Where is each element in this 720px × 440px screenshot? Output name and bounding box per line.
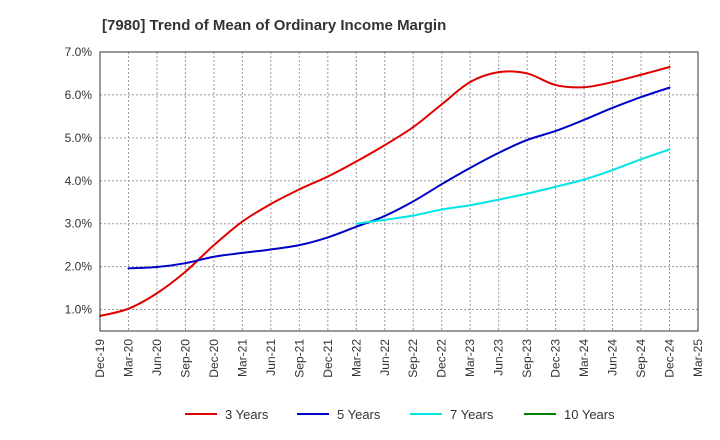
y-tick-label: 5.0% — [65, 131, 93, 145]
series-lines — [99, 66, 671, 317]
x-tick-label: Mar-24 — [577, 339, 591, 377]
x-tick-label: Mar-23 — [463, 339, 477, 377]
y-tick-label: 7.0% — [65, 45, 93, 59]
grid — [100, 52, 698, 331]
x-tick-label: Jun-20 — [150, 339, 164, 376]
legend-label-3-years: 3 Years — [225, 407, 269, 422]
series-line-5-years — [127, 86, 671, 270]
x-tick-label: Mar-20 — [121, 339, 135, 377]
x-tick-label: Jun-22 — [378, 339, 392, 376]
x-tick-label: Sep-24 — [634, 339, 648, 378]
x-tick-label: Dec-21 — [321, 339, 335, 378]
x-tick-label: Dec-19 — [93, 339, 107, 378]
y-axis: 1.0% 2.0% 3.0% 4.0% 5.0% 6.0% 7.0% — [65, 45, 93, 317]
legend: 3 Years 5 Years 7 Years 10 Years — [185, 407, 615, 422]
x-axis: Dec-19 Mar-20 Jun-20 Sep-20 Dec-20 Mar-21 Jun-… — [93, 339, 705, 378]
y-tick-label: 6.0% — [65, 88, 93, 102]
x-tick-label: Dec-23 — [549, 339, 563, 378]
x-tick-label: Jun-21 — [264, 339, 278, 376]
x-tick-label: Sep-20 — [178, 339, 192, 378]
x-tick-label: Mar-22 — [349, 339, 363, 377]
plot-area — [100, 52, 698, 331]
x-tick-label: Sep-23 — [520, 339, 534, 378]
x-tick-label: Sep-22 — [406, 339, 420, 378]
legend-label-7-years: 7 Years — [450, 407, 494, 422]
x-tick-label: Dec-22 — [435, 339, 449, 378]
x-tick-label: Jun-24 — [606, 339, 620, 376]
legend-label-5-years: 5 Years — [337, 407, 381, 422]
chart-title: [7980] Trend of Mean of Ordinary Income … — [102, 17, 446, 34]
legend-label-10-years: 10 Years — [564, 407, 615, 422]
x-tick-label: Jun-23 — [492, 339, 506, 376]
series-line-3-years — [99, 66, 671, 317]
y-tick-label: 4.0% — [65, 174, 93, 188]
x-tick-label: Sep-21 — [292, 339, 306, 378]
x-tick-label: Mar-21 — [235, 339, 249, 377]
y-tick-label: 3.0% — [65, 217, 93, 231]
y-tick-label: 2.0% — [65, 260, 93, 274]
y-tick-label: 1.0% — [65, 303, 93, 317]
x-tick-label: Dec-20 — [207, 339, 221, 378]
series-line-7-years — [355, 148, 671, 225]
x-tick-label: Mar-25 — [691, 339, 705, 377]
plot-frame — [99, 51, 699, 332]
x-tick-label: Dec-24 — [663, 339, 677, 378]
